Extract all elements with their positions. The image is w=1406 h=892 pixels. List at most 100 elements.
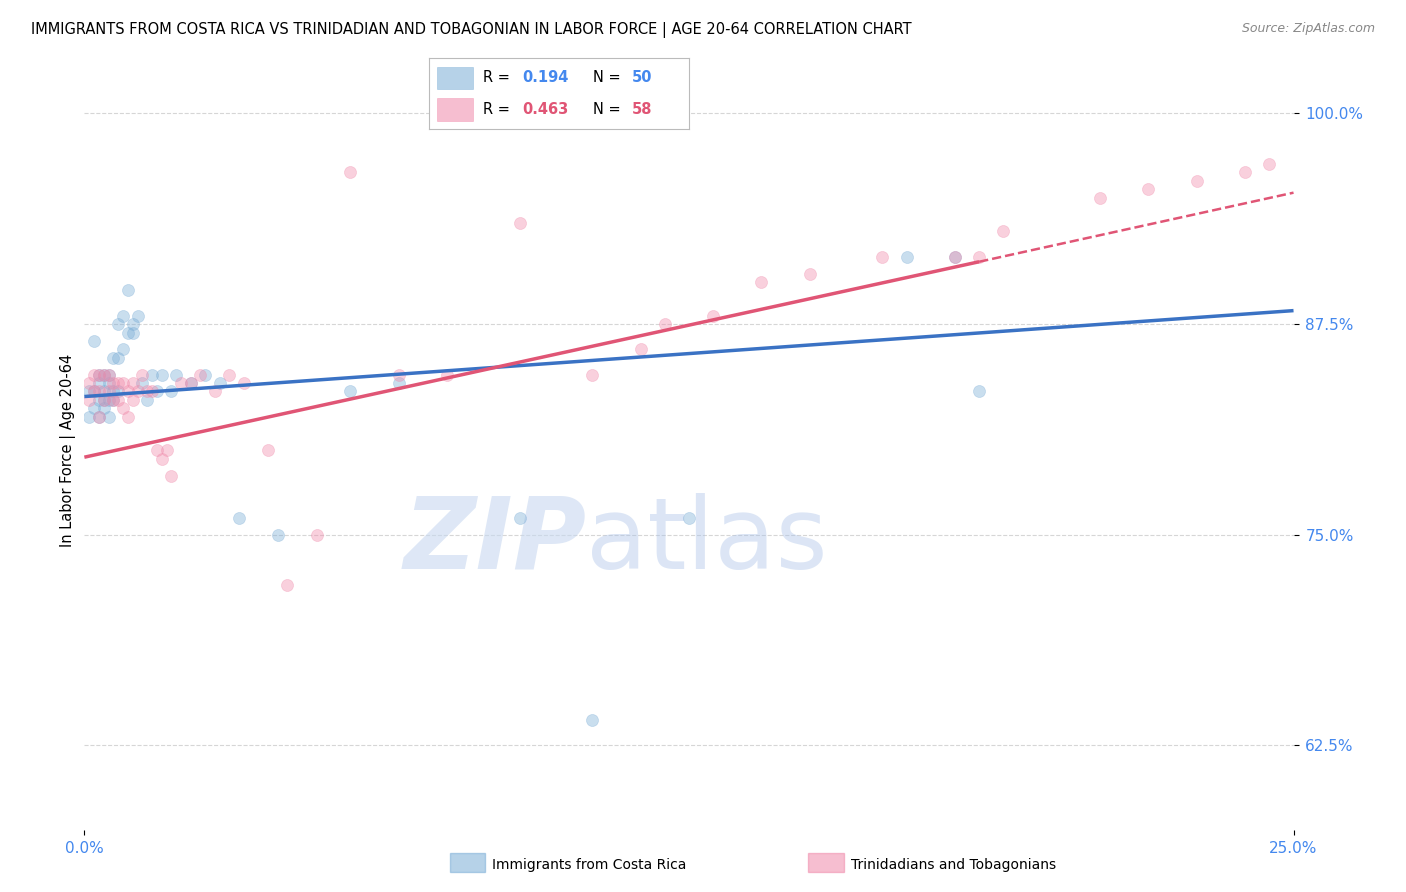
Point [141,384,163,399]
Point [83,368,105,382]
Point [97,392,120,407]
Text: Immigrants from Costa Rica: Immigrants from Costa Rica [492,858,686,872]
Point [77,392,100,407]
Point [150,368,173,382]
Point [77,376,100,390]
Point [87,368,110,382]
Text: IMMIGRANTS FROM COSTA RICA VS TRINIDADIAN AND TOBAGONIAN IN LABOR FORCE | AGE 20: IMMIGRANTS FROM COSTA RICA VS TRINIDADIA… [31,22,911,38]
Text: atlas: atlas [586,493,828,590]
Point [103,351,125,365]
Point [112,309,135,323]
Point [208,376,231,390]
Point [1088,191,1111,205]
Point [117,284,139,298]
Point [107,351,129,365]
Point [97,384,120,399]
Point [107,376,129,390]
Point [160,468,183,483]
Point [112,343,135,357]
Point [131,376,153,390]
Point [87,409,110,424]
Text: R =: R = [484,102,515,117]
Point [799,267,821,281]
Point [127,309,149,323]
Point [233,376,256,390]
Point [509,511,531,525]
Y-axis label: In Labor Force | Age 20-64: In Labor Force | Age 20-64 [60,354,76,547]
Point [141,368,163,382]
Point [103,392,125,407]
Point [121,317,143,331]
Point [160,384,183,399]
Point [103,392,125,407]
Point [751,275,773,289]
Text: Trinidadians and Tobagonians: Trinidadians and Tobagonians [851,858,1056,872]
Point [83,384,105,399]
Point [339,384,361,399]
Point [654,317,676,331]
Point [190,368,212,382]
Point [702,309,724,323]
Point [117,409,139,424]
Point [107,317,129,331]
Point [93,392,115,407]
Point [97,376,120,390]
Text: R =: R = [484,70,515,86]
Point [77,384,100,399]
Text: 58: 58 [631,102,652,117]
Point [83,334,105,348]
Point [121,392,143,407]
Point [150,451,173,466]
Point [267,527,290,541]
Point [630,343,652,357]
Point [218,368,240,382]
Point [97,368,120,382]
Point [155,443,177,458]
Text: Source: ZipAtlas.com: Source: ZipAtlas.com [1241,22,1375,36]
Point [93,384,115,399]
Point [136,392,159,407]
Point [97,368,120,382]
Point [93,392,115,407]
Point [93,368,115,382]
Point [146,384,169,399]
Point [180,376,202,390]
Point [97,409,120,424]
Point [127,384,149,399]
Point [83,384,105,399]
Point [121,326,143,340]
Point [967,250,990,264]
Text: ZIP: ZIP [404,493,586,590]
Point [112,401,135,416]
Point [581,713,603,727]
Point [943,250,966,264]
Point [194,368,217,382]
Point [107,392,129,407]
Point [170,376,193,390]
Point [87,409,110,424]
Point [388,368,411,382]
Point [678,511,700,525]
Point [103,384,125,399]
Point [509,216,531,230]
Point [276,578,298,592]
Point [87,384,110,399]
Point [112,376,135,390]
Point [967,384,990,399]
Point [1258,157,1281,171]
Point [93,368,115,382]
Point [388,376,411,390]
Text: 50: 50 [631,70,652,86]
Point [1137,182,1160,196]
Point [117,326,139,340]
Bar [437,98,472,120]
Point [136,384,159,399]
Text: N =: N = [593,102,624,117]
Point [180,376,202,390]
Point [872,250,894,264]
Point [146,443,169,458]
Point [436,368,458,382]
Text: 0.194: 0.194 [523,70,569,86]
Point [257,443,280,458]
Point [87,368,110,382]
